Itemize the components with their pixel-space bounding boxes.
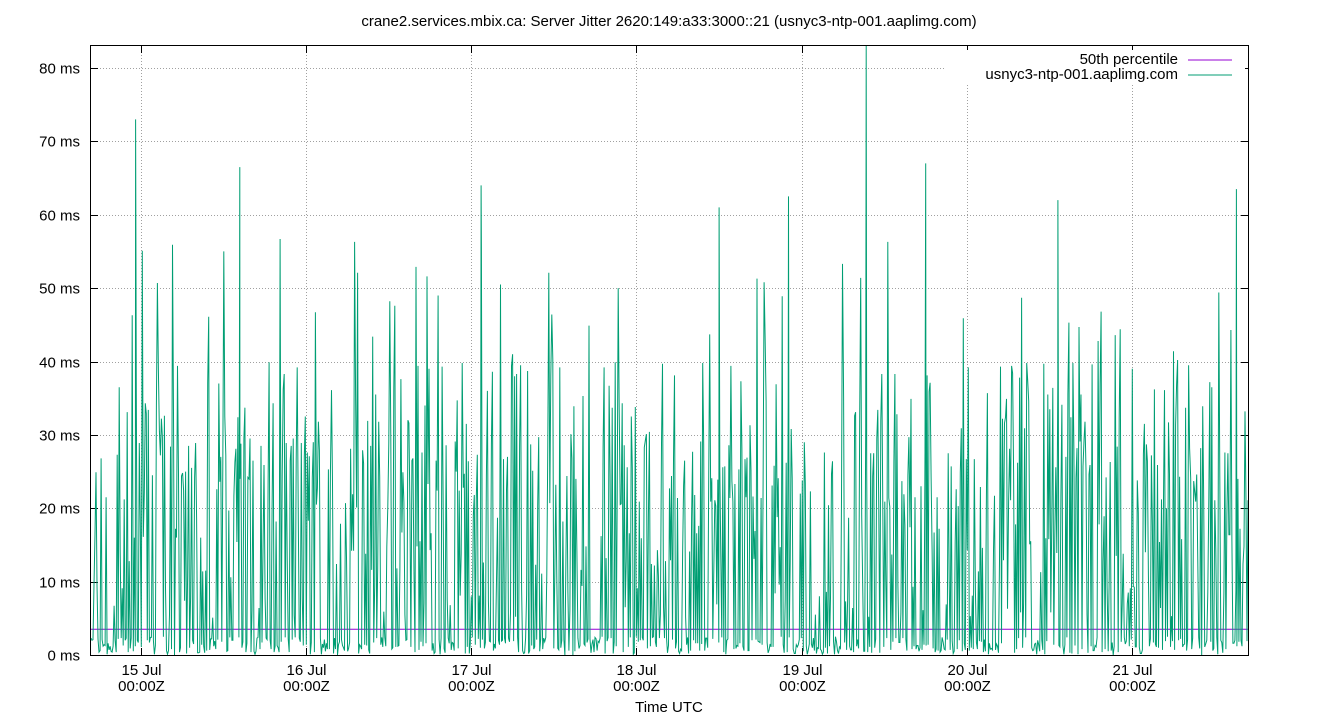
x-tick-label-time: 00:00Z bbox=[118, 678, 165, 695]
x-tick-label-date: 15 Jul bbox=[121, 662, 161, 679]
legend-label-server: usnyc3-ntp-001.aaplimg.com bbox=[985, 66, 1178, 83]
legend-label-median: 50th percentile bbox=[1080, 51, 1178, 68]
x-tick-label-time: 00:00Z bbox=[779, 678, 826, 695]
y-tick-label: 70 ms bbox=[39, 134, 80, 151]
series-line-server bbox=[90, 45, 1249, 657]
y-tick-label: 50 ms bbox=[39, 281, 80, 298]
x-tick-label-date: 17 Jul bbox=[451, 662, 491, 679]
x-tick-label-date: 20 Jul bbox=[947, 662, 987, 679]
x-tick-label-time: 00:00Z bbox=[613, 678, 660, 695]
x-tick-label-date: 19 Jul bbox=[782, 662, 822, 679]
y-axis-ticks: 0 ms 10 ms 20 ms 30 ms 40 ms 50 ms 60 ms 70 ms 8… bbox=[39, 61, 1248, 665]
x-tick-label-date: 18 Jul bbox=[616, 662, 656, 679]
y-tick-label: 80 ms bbox=[39, 61, 80, 78]
x-tick-label-date: 21 Jul bbox=[1112, 662, 1152, 679]
x-tick-label-date: 16 Jul bbox=[286, 662, 326, 679]
legend-background bbox=[945, 50, 1245, 84]
y-tick-label: 10 ms bbox=[39, 575, 80, 592]
x-tick-label-time: 00:00Z bbox=[283, 678, 330, 695]
x-tick-label-time: 00:00Z bbox=[448, 678, 495, 695]
plot-border bbox=[90, 45, 1249, 656]
x-tick-label-time: 00:00Z bbox=[1109, 678, 1156, 695]
y-tick-label: 20 ms bbox=[39, 501, 80, 518]
x-axis-label: Time UTC bbox=[635, 699, 703, 716]
y-tick-label: 0 ms bbox=[47, 648, 80, 665]
data-series bbox=[90, 45, 1249, 657]
x-tick-label-time: 00:00Z bbox=[944, 678, 991, 695]
legend: 50th percentile usnyc3-ntp-001.aaplimg.c… bbox=[945, 50, 1245, 84]
y-tick-label: 60 ms bbox=[39, 208, 80, 225]
chart-title: crane2.services.mbix.ca: Server Jitter 2… bbox=[361, 13, 976, 30]
y-tick-label: 40 ms bbox=[39, 355, 80, 372]
y-tick-label: 30 ms bbox=[39, 428, 80, 445]
